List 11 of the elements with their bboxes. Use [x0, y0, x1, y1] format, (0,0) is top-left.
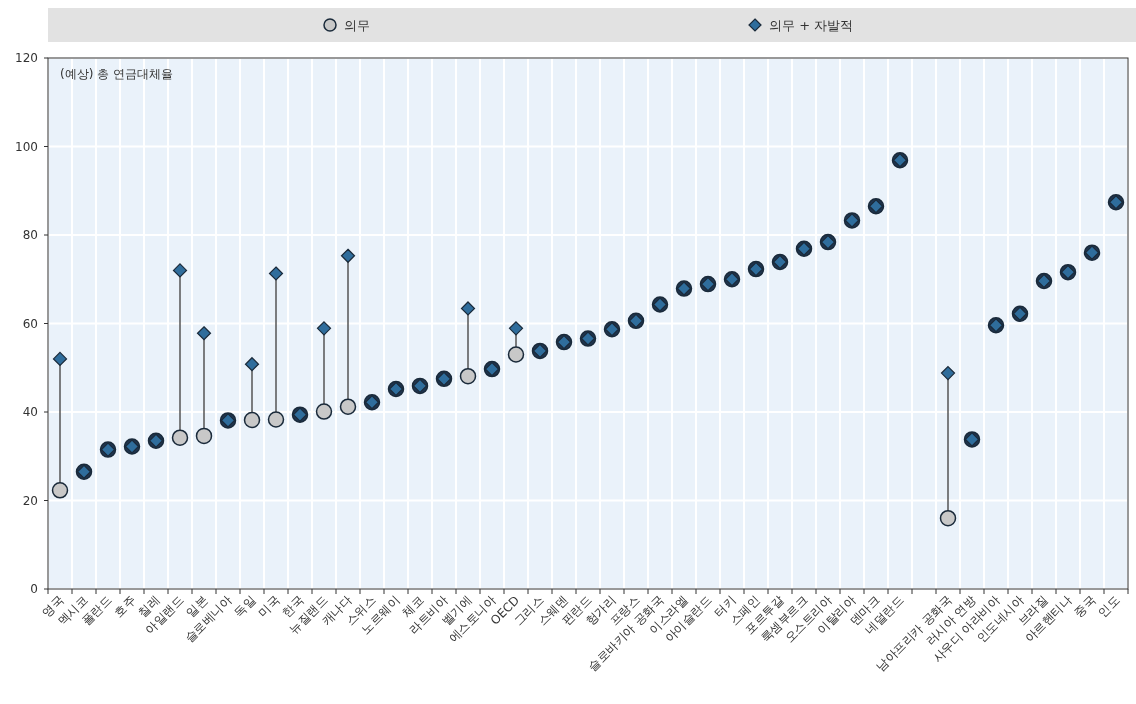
y-tick-label: 20 — [22, 493, 38, 508]
x-tick-label: 호주 — [111, 593, 139, 621]
y-tick-label: 120 — [15, 51, 38, 65]
y-tick-label: 40 — [22, 405, 38, 419]
y-tick-label: 60 — [22, 316, 38, 331]
annotation: (예상) 총 연금대체율 — [60, 67, 173, 81]
y-tick-label: 80 — [22, 228, 38, 242]
legend-label: 의무 + 자발적 — [769, 18, 854, 33]
y-tick-label: 0 — [30, 582, 38, 596]
legend-label: 의무 — [344, 18, 370, 33]
y-tick-label: 100 — [15, 139, 38, 154]
